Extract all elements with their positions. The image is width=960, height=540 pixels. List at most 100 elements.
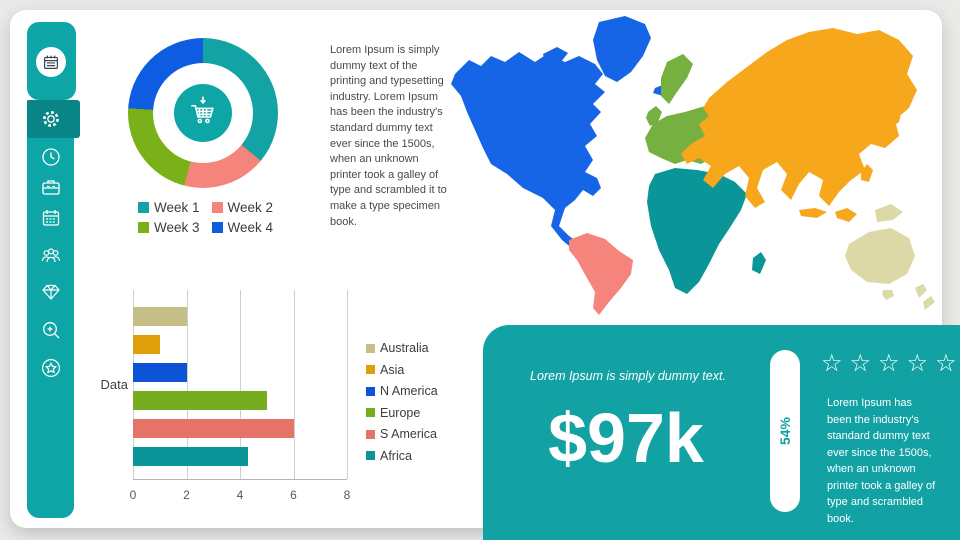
legend-label: Australia xyxy=(380,341,429,355)
legend-swatch xyxy=(366,343,375,353)
intro-paragraph: Lorem Ipsum is simply dummy text of the … xyxy=(330,44,447,228)
sidebar-item-ledger[interactable] xyxy=(36,47,66,77)
legend-item: Week 3 xyxy=(137,220,200,235)
calendar-icon xyxy=(40,207,62,229)
legend-item: N America xyxy=(366,384,438,398)
gridline xyxy=(347,290,348,479)
donut-chart xyxy=(128,38,278,188)
legend-item: Europe xyxy=(366,406,438,420)
legend-swatch xyxy=(137,222,149,233)
sidebar-item-briefcase[interactable] xyxy=(40,176,62,198)
x-tick-label: 4 xyxy=(236,488,244,502)
legend-swatch xyxy=(366,408,375,417)
legend-swatch xyxy=(211,202,223,213)
map-arctic-island xyxy=(565,64,587,78)
sidebar-item-star[interactable] xyxy=(40,357,62,379)
map-asia xyxy=(681,28,917,208)
bar-africa xyxy=(133,447,249,466)
map-scandinavia xyxy=(661,54,693,104)
bar-chart: 0 2 4 6 8 xyxy=(130,290,350,502)
bar-asia xyxy=(133,335,160,354)
panel-body-text: Lorem Ipsum has been the industry's stan… xyxy=(827,397,936,525)
panel-heading: Lorem Ipsum is simply dummy text. xyxy=(530,369,726,383)
map-japan xyxy=(889,96,903,128)
people-icon xyxy=(40,244,62,266)
legend-swatch xyxy=(366,386,375,396)
diamond-icon xyxy=(40,281,62,303)
map-tasmania xyxy=(882,290,894,300)
star-rating[interactable]: ☆☆☆☆☆ xyxy=(821,349,960,377)
x-tick-label: 8 xyxy=(343,488,351,502)
legend-label: Africa xyxy=(380,448,412,463)
bar-chart-ylabel: Data xyxy=(100,377,128,392)
map-indonesia xyxy=(835,208,857,222)
zoom-in-icon xyxy=(40,319,62,341)
legend-label: Europe xyxy=(380,405,421,420)
map-africa xyxy=(647,168,747,294)
x-tick-label: 0 xyxy=(129,488,137,502)
sidebar xyxy=(27,100,74,518)
legend-label: Week 3 xyxy=(153,220,200,235)
legend-label: S America xyxy=(380,427,437,441)
bar-s-america xyxy=(133,419,294,438)
sidebar-item-zoom[interactable] xyxy=(40,319,62,341)
cart-download-icon xyxy=(186,94,220,133)
stats-panel: Lorem Ipsum is simply dummy text. $97k 5… xyxy=(483,325,960,540)
legend-swatch xyxy=(366,429,375,439)
percent-pill: 54% xyxy=(770,350,800,512)
legend-label: Asia xyxy=(380,362,405,377)
map-south-america xyxy=(569,233,633,315)
legend-item: Asia xyxy=(366,363,438,377)
bar-europe xyxy=(133,391,267,410)
map-new-zealand xyxy=(915,284,935,310)
legend-item: Week 4 xyxy=(211,220,274,235)
sidebar-item-gear[interactable] xyxy=(40,108,62,130)
sidebar-item-calendar[interactable] xyxy=(40,207,62,229)
sidebar-item-diamond[interactable] xyxy=(40,281,62,303)
gridline xyxy=(240,290,241,479)
gridline xyxy=(186,290,188,479)
legend-label: Week 1 xyxy=(153,200,200,215)
map-uk xyxy=(646,106,662,126)
legend-swatch xyxy=(211,222,223,233)
bar-australia xyxy=(133,307,187,326)
legend-label: Week 4 xyxy=(227,220,274,235)
donut-legend: Week 1 Week 2 Week 3 Week 4 xyxy=(118,200,293,235)
map-greenland xyxy=(593,16,651,82)
slide-card: Week 1 Week 2 Week 3 Week 4 Lorem Ipsum is … xyxy=(10,10,942,528)
panel-amount: $97k xyxy=(548,399,704,477)
map-north-america xyxy=(451,52,605,250)
bar-n-america xyxy=(133,363,187,382)
map-arctic-island xyxy=(543,47,568,65)
gridline xyxy=(133,290,134,479)
map-madagascar xyxy=(752,252,766,274)
sidebar-item-clock[interactable] xyxy=(40,146,62,168)
legend-item: Africa xyxy=(366,449,438,463)
legend-item: Australia xyxy=(366,341,438,355)
clock-icon xyxy=(40,146,62,168)
legend-swatch xyxy=(137,202,149,213)
map-australia xyxy=(845,228,915,284)
gear-icon xyxy=(40,108,62,130)
legend-swatch xyxy=(366,451,375,460)
map-new-guinea xyxy=(875,204,903,222)
legend-item: S America xyxy=(366,427,438,441)
x-tick-label: 2 xyxy=(183,488,190,502)
donut-center-badge xyxy=(174,84,232,142)
map-philippines xyxy=(861,164,873,182)
percent-value: 54% xyxy=(777,416,793,446)
legend-label: N America xyxy=(380,384,438,398)
bar-chart-legend: Australia Asia N America Europe S America Afr… xyxy=(366,341,438,463)
legend-label: Week 2 xyxy=(227,200,274,215)
x-tick-label: 6 xyxy=(290,488,297,502)
map-indonesia xyxy=(799,208,827,218)
star-icon xyxy=(40,357,62,379)
sidebar-item-people[interactable] xyxy=(40,244,62,266)
sidebar-item-settings-selected[interactable] xyxy=(27,100,80,138)
world-map xyxy=(451,16,935,315)
legend-item: Week 2 xyxy=(211,200,274,215)
gridline xyxy=(293,290,295,479)
briefcase-icon xyxy=(40,176,62,198)
ledger-icon xyxy=(41,52,61,72)
legend-swatch xyxy=(366,365,375,374)
